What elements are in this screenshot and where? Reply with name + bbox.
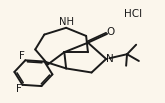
Text: N: N bbox=[106, 54, 114, 64]
Text: HCl: HCl bbox=[124, 9, 142, 19]
Text: O: O bbox=[106, 27, 115, 37]
Text: F: F bbox=[19, 51, 25, 61]
Text: NH: NH bbox=[59, 17, 74, 27]
Text: F: F bbox=[16, 84, 21, 94]
